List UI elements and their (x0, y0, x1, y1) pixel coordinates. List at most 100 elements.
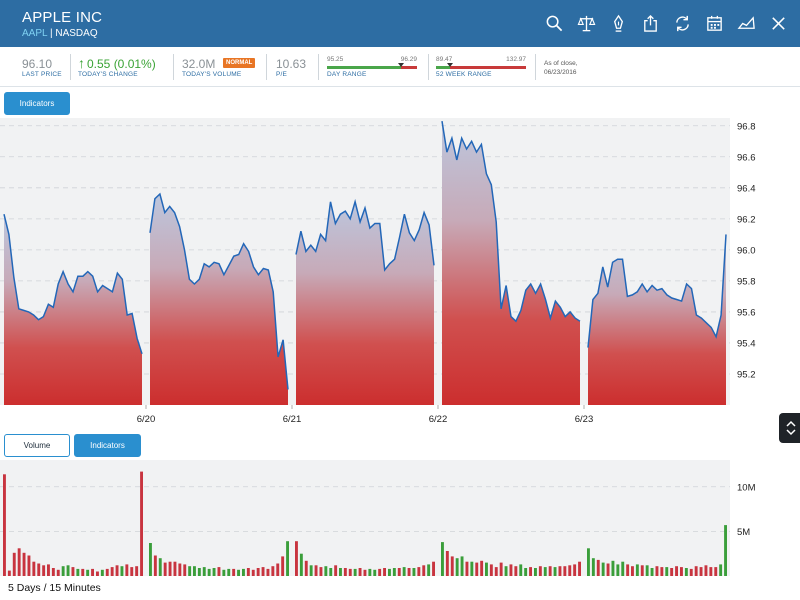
volume-bar (538, 566, 542, 576)
volume-bar (149, 543, 152, 576)
volume-bar (193, 566, 196, 576)
change-text: 0.55 (0.01%) (87, 57, 156, 71)
indicators-button-bottom[interactable]: Indicators (74, 434, 141, 457)
volume-bar (163, 562, 167, 576)
volume-bar (237, 569, 240, 576)
price-y-tick-label: 95.6 (737, 307, 756, 318)
volume-bar (309, 565, 313, 576)
week52-low: 89.47 (436, 56, 453, 63)
price-x-tick-label: 6/23 (575, 414, 594, 425)
volume-bar (81, 568, 85, 576)
volume-bar (319, 567, 323, 576)
share-icon[interactable] (634, 10, 666, 36)
volume-bar (17, 548, 21, 576)
ticker-symbol: AAPL (22, 28, 48, 39)
last-price-block: 96.10 LAST PRICE (0, 47, 66, 87)
volume-button[interactable]: Volume (4, 434, 70, 457)
day-range-marker (397, 63, 404, 67)
volume-bar (573, 564, 577, 576)
volume-bar (509, 564, 513, 576)
volume-bar (314, 565, 318, 576)
volume-bar (499, 562, 503, 576)
price-y-tick-label: 96.6 (737, 152, 756, 163)
volume-bar (417, 567, 421, 576)
volume-bar (640, 565, 644, 576)
chart-type-icon[interactable] (730, 10, 762, 36)
volume-bar (130, 567, 134, 576)
volume-bar (519, 564, 523, 576)
volume-bar (485, 562, 488, 576)
volume-bar (402, 567, 406, 576)
search-icon[interactable] (538, 10, 570, 36)
price-y-tick-label: 95.8 (737, 276, 756, 287)
panel-toggle-button[interactable] (779, 413, 800, 443)
volume-bar (591, 558, 595, 576)
volume-bar (266, 568, 270, 576)
volume-block: 32.0M NORMAL TODAY'S VOLUME (173, 47, 265, 87)
volume-bar (465, 561, 469, 576)
volume-bar (524, 568, 528, 576)
volume-bar (202, 567, 206, 576)
refresh-icon[interactable] (666, 10, 698, 36)
company-name: APPLE INC (22, 9, 103, 26)
volume-bar (227, 568, 231, 576)
volume-bar (578, 561, 581, 576)
volume-bar (724, 525, 727, 576)
volume-label: TODAY'S VOLUME (182, 71, 242, 78)
ticker-divider: | (49, 28, 56, 39)
close-icon[interactable] (762, 10, 794, 36)
volume-bar (635, 564, 639, 576)
price-chart: 95.2 95.4 95.6 95.8 96.0 96.2 96.4 96.6 96.8 6/2… (0, 118, 756, 425)
calendar-icon[interactable] (698, 10, 730, 36)
volume-bar (529, 567, 532, 576)
day-range-block: 95.25 96.29 DAY RANGE (318, 47, 426, 87)
volume-bar (281, 556, 285, 576)
volume-bar (475, 562, 479, 576)
volume-bar (558, 566, 562, 576)
price-line-day-1 (3, 214, 143, 355)
period-label: 5 Days / 15 Minutes (8, 582, 101, 594)
volume-bar (51, 568, 55, 576)
volume-bar (548, 566, 552, 576)
volume-bar (232, 568, 236, 576)
volume-bar (71, 567, 75, 576)
change-value: ↑ 0.55 (0.01%) (78, 55, 156, 71)
volume-bar (660, 567, 664, 576)
volume-bar (606, 563, 610, 576)
volume-bar (432, 561, 435, 576)
week52-high: 132.97 (506, 56, 526, 63)
volume-chart: 5M 10M (0, 460, 756, 576)
quote-divider (318, 54, 319, 80)
quote-bar: 96.10 LAST PRICE ↑ 0.55 (0.01%) TODAY'S C… (0, 47, 800, 87)
price-line-day-3 (295, 198, 435, 272)
volume-bar (76, 568, 80, 576)
volume-bar (412, 568, 416, 576)
volume-bar (173, 561, 177, 576)
volume-bar (388, 568, 391, 576)
volume-y-tick-label: 5M (737, 527, 750, 538)
volume-bar (363, 569, 367, 576)
as-of-line1: As of close, (544, 60, 578, 67)
volume-bar (7, 570, 11, 576)
header-toolbar (538, 10, 794, 36)
volume-bar (719, 564, 723, 576)
volume-bar (168, 561, 172, 576)
volume-bar (455, 558, 459, 576)
volume-bar (645, 565, 649, 576)
volume-bar (110, 567, 114, 576)
volume-bar (621, 561, 625, 576)
volume-bar (251, 569, 255, 576)
indicators-button-top[interactable]: Indicators (4, 92, 70, 115)
day-range-values: 95.25 96.29 (327, 56, 417, 63)
annotate-icon[interactable] (602, 10, 634, 36)
last-price-label: LAST PRICE (22, 71, 62, 78)
pe-label: P/E (276, 71, 288, 78)
price-area-day-2 (150, 194, 288, 405)
volume-bar (445, 551, 449, 576)
price-area-day-4 (442, 121, 580, 405)
change-label: TODAY'S CHANGE (78, 71, 138, 78)
volume-bar (353, 568, 357, 576)
compare-icon[interactable] (570, 10, 602, 36)
volume-bar (568, 565, 572, 576)
price-area-day-3 (296, 201, 434, 405)
